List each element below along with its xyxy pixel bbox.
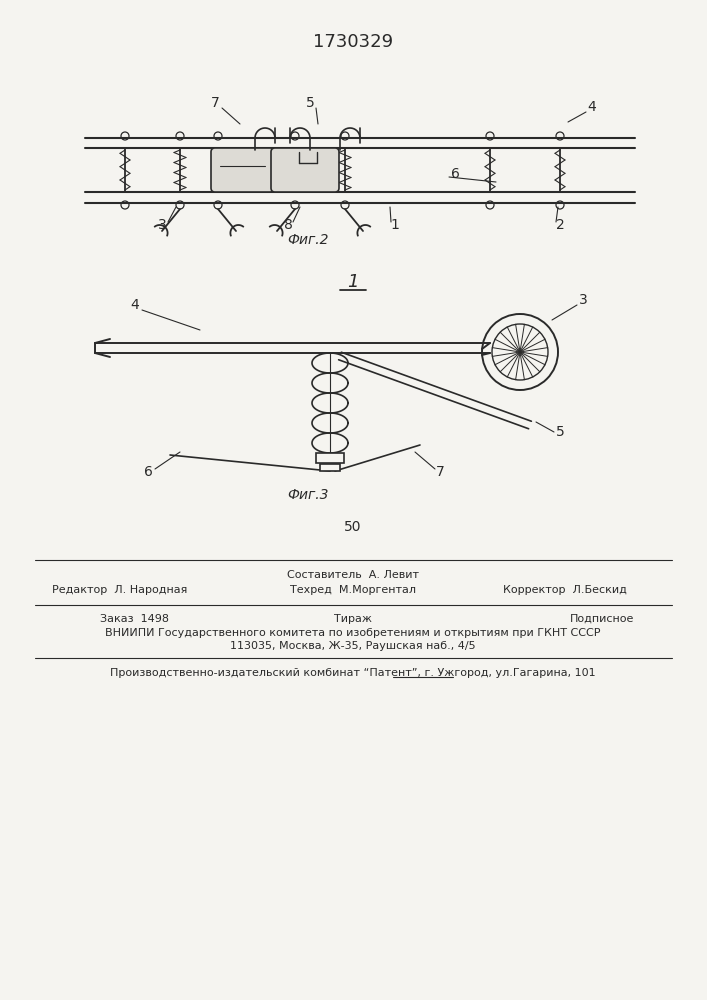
Text: 1: 1 (390, 218, 399, 232)
Text: Фиг.2: Фиг.2 (287, 233, 329, 247)
Text: 2: 2 (556, 218, 564, 232)
Text: 3: 3 (578, 293, 588, 307)
Text: 7: 7 (436, 465, 445, 479)
Text: Тираж: Тираж (334, 614, 372, 624)
Text: Производственно-издательский комбинат “Патент”, г. Ужгород, ул.Гагарина, 101: Производственно-издательский комбинат “П… (110, 668, 596, 678)
Text: 4: 4 (131, 298, 139, 312)
Bar (320, 464, 340, 471)
Text: Редактор  Л. Народная: Редактор Л. Народная (52, 585, 187, 595)
Text: 50: 50 (344, 520, 362, 534)
Text: Корректор  Л.Бескид: Корректор Л.Бескид (503, 585, 627, 595)
Text: 6: 6 (450, 167, 460, 181)
Text: 3: 3 (158, 218, 166, 232)
Text: 5: 5 (305, 96, 315, 110)
Text: 4: 4 (588, 100, 597, 114)
Text: 8: 8 (284, 218, 293, 232)
Text: 5: 5 (556, 425, 564, 439)
Text: Подписное: Подписное (570, 614, 634, 624)
Text: Фиг.3: Фиг.3 (287, 488, 329, 502)
Bar (316, 453, 344, 463)
Text: 1: 1 (347, 273, 358, 291)
FancyBboxPatch shape (271, 148, 339, 192)
Text: Техред  М.Моргентал: Техред М.Моргентал (290, 585, 416, 595)
FancyBboxPatch shape (211, 148, 274, 192)
Text: ВНИИПИ Государственного комитета по изобретениям и открытиям при ГКНТ СССР: ВНИИПИ Государственного комитета по изоб… (105, 628, 601, 638)
Text: Заказ  1498: Заказ 1498 (100, 614, 169, 624)
Text: 1730329: 1730329 (313, 33, 393, 51)
Text: 7: 7 (211, 96, 219, 110)
Text: Составитель  А. Левит: Составитель А. Левит (287, 570, 419, 580)
Text: 6: 6 (144, 465, 153, 479)
Text: 113035, Москва, Ж-35, Раушская наб., 4/5: 113035, Москва, Ж-35, Раушская наб., 4/5 (230, 641, 476, 651)
